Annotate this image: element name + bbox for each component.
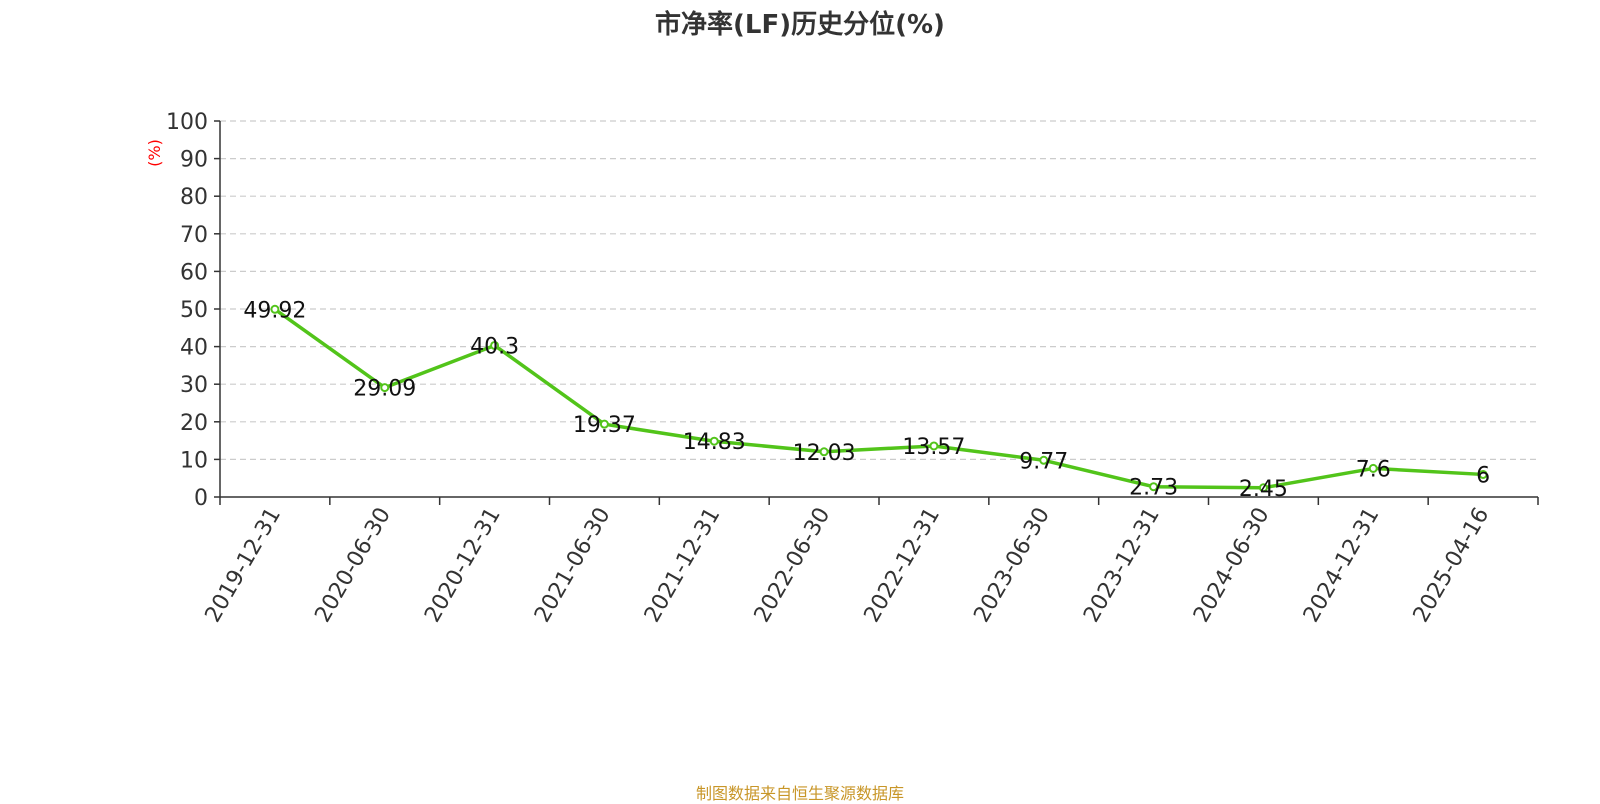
data-point (599, 419, 609, 429)
y-tick-label: 60 (180, 260, 208, 285)
x-tick-label: 2023-06-30 (969, 504, 1055, 627)
data-point (1258, 483, 1268, 493)
x-tick-label: 2022-06-30 (750, 504, 836, 627)
series-line (273, 307, 1485, 490)
data-point (270, 304, 280, 314)
y-tick-label: 50 (180, 298, 208, 323)
y-tick-label: 90 (180, 148, 208, 173)
chart-title: 市净率(LF)历史分位(%) (655, 10, 945, 40)
data-label: 12.03 (793, 441, 856, 466)
data-point (709, 436, 719, 446)
data-label: 49.92 (243, 298, 306, 323)
y-tick-label: 80 (180, 185, 208, 210)
data-label: 40.3 (470, 334, 519, 359)
x-tick-label: 2023-12-31 (1079, 504, 1165, 627)
data-label: 13.57 (902, 435, 965, 460)
data-point (819, 447, 829, 457)
data-label: 2.73 (1129, 476, 1178, 501)
x-tick-label: 2021-06-30 (530, 504, 616, 627)
data-point (929, 441, 939, 451)
data-label: 14.83 (683, 430, 746, 455)
data-point (490, 340, 500, 350)
x-tick-label: 2019-12-31 (201, 504, 287, 627)
data-label: 19.37 (573, 413, 636, 438)
x-tick-label: 2025-04-16 (1409, 504, 1495, 627)
data-label: 6 (1476, 463, 1490, 488)
y-tick-label: 100 (166, 110, 208, 135)
grid-lines (220, 120, 1538, 460)
data-label: 9.77 (1019, 449, 1068, 474)
data-point (1478, 469, 1488, 479)
x-tick-label: 2020-12-31 (420, 504, 506, 627)
series-layer (270, 304, 1488, 493)
y-axis-ticks: 0 10 20 30 40 50 60 70 80 90 100 (166, 110, 220, 511)
y-tick-label: 30 (180, 373, 208, 398)
y-tick-label: 70 (180, 223, 208, 248)
x-tick-label: 2024-12-31 (1299, 504, 1385, 627)
data-point (1039, 455, 1049, 465)
data-point (380, 383, 390, 393)
x-tick-label: 2020-06-30 (310, 504, 396, 627)
y-tick-label: 0 (194, 486, 208, 511)
data-label: 7.6 (1356, 457, 1391, 482)
data-labels: 49.92 29.09 40.3 19.37 14.83 12.03 13.57 9.77 2.… (243, 298, 1490, 501)
y-tick-label: 40 (180, 336, 208, 361)
data-label: 29.09 (353, 377, 416, 402)
x-axis-ticks: 2019-12-31 2020-06-30 2020-12-31 2021-06-30… (201, 497, 1539, 627)
x-tick-label: 2024-06-30 (1189, 504, 1275, 627)
data-point (1149, 482, 1159, 492)
data-label: 2.45 (1239, 477, 1288, 502)
data-point (1368, 463, 1378, 473)
x-tick-label: 2022-12-31 (860, 504, 946, 627)
data-source-note: 制图数据来自恒生聚源数据库 (695, 784, 904, 803)
y-tick-label: 10 (180, 448, 208, 473)
y-axis-unit: (%) (145, 139, 164, 167)
x-tick-label: 2021-12-31 (640, 504, 726, 627)
y-tick-label: 20 (180, 411, 208, 436)
